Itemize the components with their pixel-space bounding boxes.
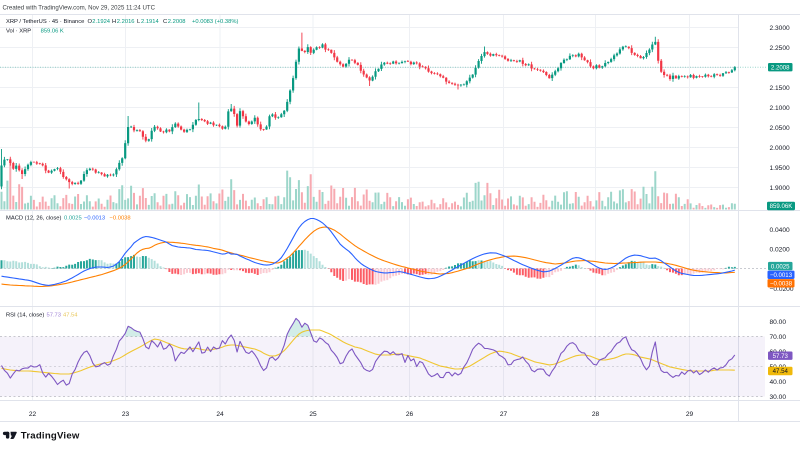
svg-text:24: 24: [216, 411, 224, 418]
svg-text:C: C: [163, 19, 167, 25]
svg-text:L: L: [137, 19, 141, 25]
svg-text:TradingView: TradingView: [21, 430, 80, 441]
svg-text:2.2008: 2.2008: [771, 64, 790, 71]
svg-text:−0.0013: −0.0013: [84, 215, 105, 221]
svg-text:57.73: 57.73: [47, 312, 62, 318]
svg-text:2.0000: 2.0000: [770, 145, 791, 152]
svg-text:27: 27: [500, 411, 508, 418]
svg-text:47.54: 47.54: [63, 312, 78, 318]
svg-text:0.0025: 0.0025: [64, 215, 82, 221]
svg-text:859.06K: 859.06K: [770, 203, 793, 210]
svg-text:2.1000: 2.1000: [770, 105, 791, 112]
svg-text:Created with TradingView.com,: Created with TradingView.com, Nov 29, 20…: [3, 5, 156, 12]
svg-text:25: 25: [309, 411, 317, 418]
svg-text:1.9000: 1.9000: [770, 185, 791, 192]
svg-text:−0.0038: −0.0038: [770, 281, 793, 288]
svg-text:RSI (14, close): RSI (14, close): [6, 312, 44, 318]
svg-text:−0.0200: −0.0200: [770, 286, 794, 293]
svg-text:2.1500: 2.1500: [770, 85, 791, 92]
svg-text:2.1914: 2.1914: [141, 19, 160, 25]
svg-text:XRP / TetherUS · 45 · Binance: XRP / TetherUS · 45 · Binance: [6, 19, 84, 25]
svg-text:23: 23: [122, 411, 130, 418]
svg-text:−0.0038: −0.0038: [110, 215, 131, 221]
svg-text:MACD (12, 26, close): MACD (12, 26, close): [6, 215, 61, 221]
svg-text:30.00: 30.00: [770, 394, 787, 401]
svg-text:0.0400: 0.0400: [770, 227, 791, 234]
svg-text:2.2008: 2.2008: [168, 19, 186, 25]
svg-text:859.06 K: 859.06 K: [41, 28, 64, 34]
svg-text:2.1924: 2.1924: [92, 19, 111, 25]
svg-text:+0.0083 (+0.38%): +0.0083 (+0.38%): [192, 19, 238, 25]
svg-text:80.00: 80.00: [770, 319, 787, 326]
svg-text:H: H: [112, 19, 116, 25]
svg-text:57.73: 57.73: [773, 353, 789, 360]
svg-text:2.2500: 2.2500: [770, 45, 791, 52]
svg-text:Vol · XRP: Vol · XRP: [6, 28, 31, 34]
svg-text:1.9500: 1.9500: [770, 165, 791, 172]
svg-text:2.3000: 2.3000: [770, 25, 791, 32]
svg-text:28: 28: [592, 411, 600, 418]
svg-text:O: O: [88, 19, 93, 25]
svg-text:22: 22: [29, 411, 37, 418]
svg-text:26: 26: [406, 411, 414, 418]
svg-text:47.54: 47.54: [773, 368, 789, 375]
svg-text:70.00: 70.00: [770, 334, 787, 341]
svg-text:−0.0013: −0.0013: [770, 272, 793, 279]
svg-text:40.00: 40.00: [770, 379, 787, 386]
svg-text:2.2016: 2.2016: [117, 19, 135, 25]
svg-text:2.0500: 2.0500: [770, 125, 791, 132]
svg-text:29: 29: [686, 411, 694, 418]
svg-text:0.0025: 0.0025: [771, 263, 790, 270]
svg-text:0.0200: 0.0200: [770, 246, 791, 253]
